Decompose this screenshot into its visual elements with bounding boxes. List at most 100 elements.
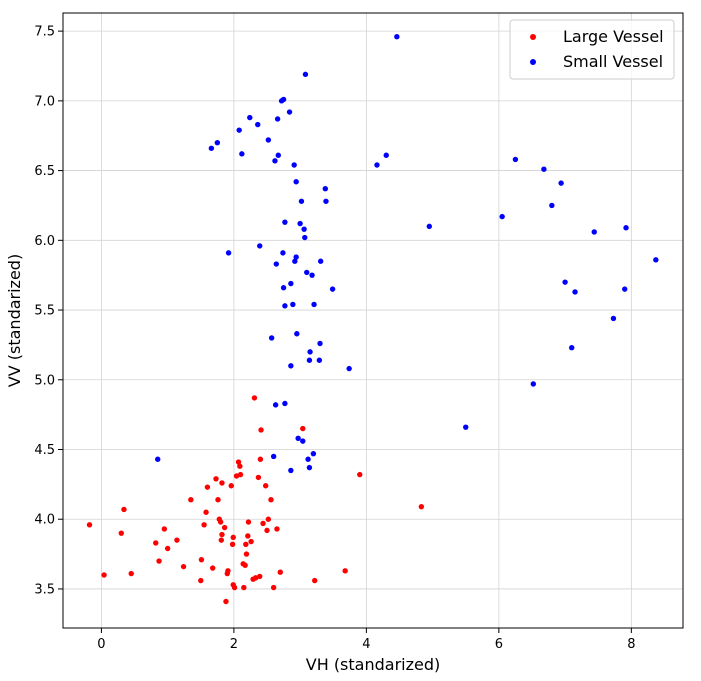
point-large-vessel [219, 531, 225, 538]
point-large-vessel [264, 527, 270, 534]
point-large-vessel [180, 563, 187, 570]
y-tick-label: 7.0 [34, 94, 55, 109]
y-tick-label: 7.5 [34, 25, 55, 40]
point-small-vessel [306, 464, 313, 471]
point-small-vessel [236, 127, 242, 133]
point-large-vessel [153, 540, 159, 546]
point-small-vessel [255, 121, 261, 128]
point-small-vessel [286, 109, 293, 115]
point-large-vessel [156, 558, 162, 564]
point-large-vessel [229, 541, 236, 548]
point-large-vessel [231, 584, 238, 591]
point-small-vessel [270, 453, 277, 460]
point-large-vessel [241, 584, 247, 591]
x-tick-label: 0 [97, 637, 105, 652]
point-large-vessel [118, 530, 124, 536]
point-small-vessel [329, 286, 336, 292]
point-small-vessel [317, 258, 324, 264]
point-small-vessel [288, 467, 294, 474]
point-large-vessel [248, 538, 254, 545]
point-small-vessel [530, 381, 536, 387]
point-large-vessel [255, 474, 262, 481]
plot-frame [62, 12, 684, 629]
point-large-vessel [188, 497, 194, 503]
point-small-vessel [323, 198, 329, 204]
point-small-vessel [305, 456, 311, 462]
point-large-vessel [257, 573, 263, 580]
point-small-vessel [302, 234, 308, 241]
point-large-vessel [215, 497, 221, 503]
point-small-vessel [499, 213, 505, 220]
point-small-vessel [295, 435, 301, 442]
point-small-vessel [282, 303, 288, 309]
point-small-vessel [293, 254, 299, 260]
point-small-vessel [280, 96, 287, 103]
point-large-vessel [204, 484, 211, 490]
point-small-vessel [155, 456, 161, 462]
point-small-vessel [293, 179, 299, 185]
x-axis-label: VH (standarized) [306, 655, 440, 674]
point-small-vessel [272, 402, 279, 408]
point-large-vessel [223, 598, 229, 605]
point-small-vessel [309, 272, 315, 278]
point-small-vessel [394, 34, 400, 40]
point-large-vessel [161, 526, 168, 532]
point-large-vessel [262, 483, 269, 489]
point-small-vessel [282, 400, 288, 407]
y-tick-label: 5.0 [34, 373, 55, 388]
point-large-vessel [203, 509, 209, 515]
point-large-vessel [219, 480, 225, 486]
point-large-vessel [217, 519, 224, 525]
x-tick-label: 8 [627, 637, 635, 652]
point-large-vessel [251, 395, 258, 401]
data-points [86, 34, 659, 605]
point-small-vessel [239, 151, 245, 157]
point-large-vessel [300, 425, 306, 432]
point-small-vessel [374, 162, 380, 168]
point-large-vessel [86, 522, 93, 528]
point-small-vessel [311, 301, 317, 308]
point-small-vessel [280, 250, 286, 256]
point-small-vessel [288, 280, 294, 287]
point-large-vessel [258, 427, 264, 433]
legend-box [509, 19, 675, 80]
point-large-vessel [237, 471, 244, 478]
point-large-vessel [198, 556, 205, 563]
point-small-vessel [257, 243, 263, 249]
point-large-vessel [201, 522, 207, 528]
point-small-vessel [463, 424, 469, 430]
point-small-vessel [591, 229, 597, 235]
y-tick-label: 6.5 [34, 164, 55, 179]
point-small-vessel [208, 145, 215, 151]
grid-lines [63, 13, 683, 628]
point-small-vessel [549, 202, 555, 209]
point-small-vessel [294, 331, 300, 337]
point-small-vessel [297, 220, 303, 227]
point-small-vessel [572, 289, 578, 295]
point-small-vessel [512, 156, 519, 163]
point-small-vessel [268, 335, 275, 341]
point-small-vessel [282, 219, 288, 225]
point-small-vessel [298, 198, 305, 204]
point-large-vessel [230, 534, 236, 541]
point-large-vessel [237, 463, 243, 469]
point-small-vessel [272, 158, 278, 164]
point-small-vessel [265, 137, 272, 143]
point-small-vessel [623, 225, 629, 231]
point-small-vessel [622, 286, 628, 292]
x-tick-label: 2 [230, 637, 238, 652]
point-large-vessel [277, 569, 283, 575]
y-tick-label: 4.5 [34, 443, 55, 458]
y-tick-label: 6.0 [34, 234, 55, 249]
point-large-vessel [265, 516, 272, 522]
point-large-vessel [312, 577, 318, 584]
point-large-vessel [225, 568, 231, 574]
point-small-vessel [653, 257, 659, 263]
point-large-vessel [245, 519, 252, 525]
point-small-vessel [274, 116, 281, 122]
point-small-vessel [275, 152, 281, 158]
point-large-vessel [243, 551, 250, 557]
legend-marker-small-vessel [530, 59, 536, 65]
point-large-vessel [164, 545, 171, 552]
point-small-vessel [304, 269, 310, 276]
